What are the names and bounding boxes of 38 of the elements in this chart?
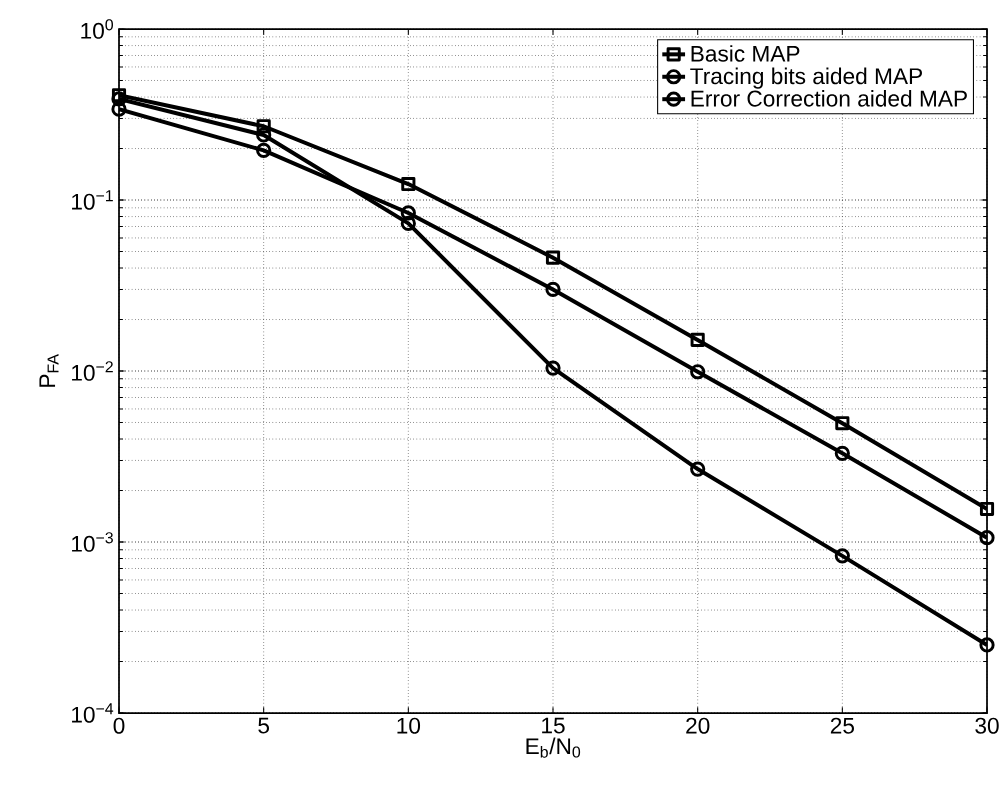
point (256, 127, 272, 143)
y-tick-label: 10$^{0}$ (81, 19, 113, 39)
point (979, 530, 995, 546)
legend-label: Error Correction aided MAP (691, 89, 967, 107)
point (834, 445, 850, 461)
point (111, 91, 127, 107)
x-tick-label: 30 (975, 717, 999, 734)
y-tick-label: 10$^{−4}$ (72, 703, 114, 723)
point (545, 281, 561, 298)
x-tick-label: 15 (542, 717, 565, 734)
point (690, 461, 706, 477)
x-tick-label: 25 (830, 717, 854, 734)
x-tick-label: 5 (258, 717, 270, 734)
y-tick-label: 10$^{−1}$ (72, 190, 113, 210)
point (979, 637, 995, 653)
legend-label: Basic MAP (691, 45, 800, 62)
y-tick-label: 10$^{−3}$ (72, 532, 113, 552)
point (690, 364, 706, 380)
point (979, 501, 995, 517)
point (690, 332, 705, 347)
point (545, 360, 561, 376)
point (111, 88, 127, 103)
x-tick-label: 20 (686, 717, 710, 734)
point (256, 119, 271, 134)
point (834, 548, 850, 564)
y-tick-label: 10$^{−2}$ (72, 361, 113, 381)
point (545, 250, 561, 265)
legend-label: Tracing bits aided MAP (690, 67, 922, 89)
point (400, 205, 416, 221)
x-axis-title: E$_{b}$/N$_{0}$ (526, 737, 581, 758)
point (401, 176, 416, 192)
y-axis-title: P$_{FA}$ (39, 354, 59, 387)
point (835, 416, 850, 431)
point (111, 101, 127, 117)
point (256, 142, 272, 159)
x-tick-label: 10 (397, 717, 421, 734)
x-tick-label: 0 (113, 717, 125, 734)
point (400, 215, 416, 231)
